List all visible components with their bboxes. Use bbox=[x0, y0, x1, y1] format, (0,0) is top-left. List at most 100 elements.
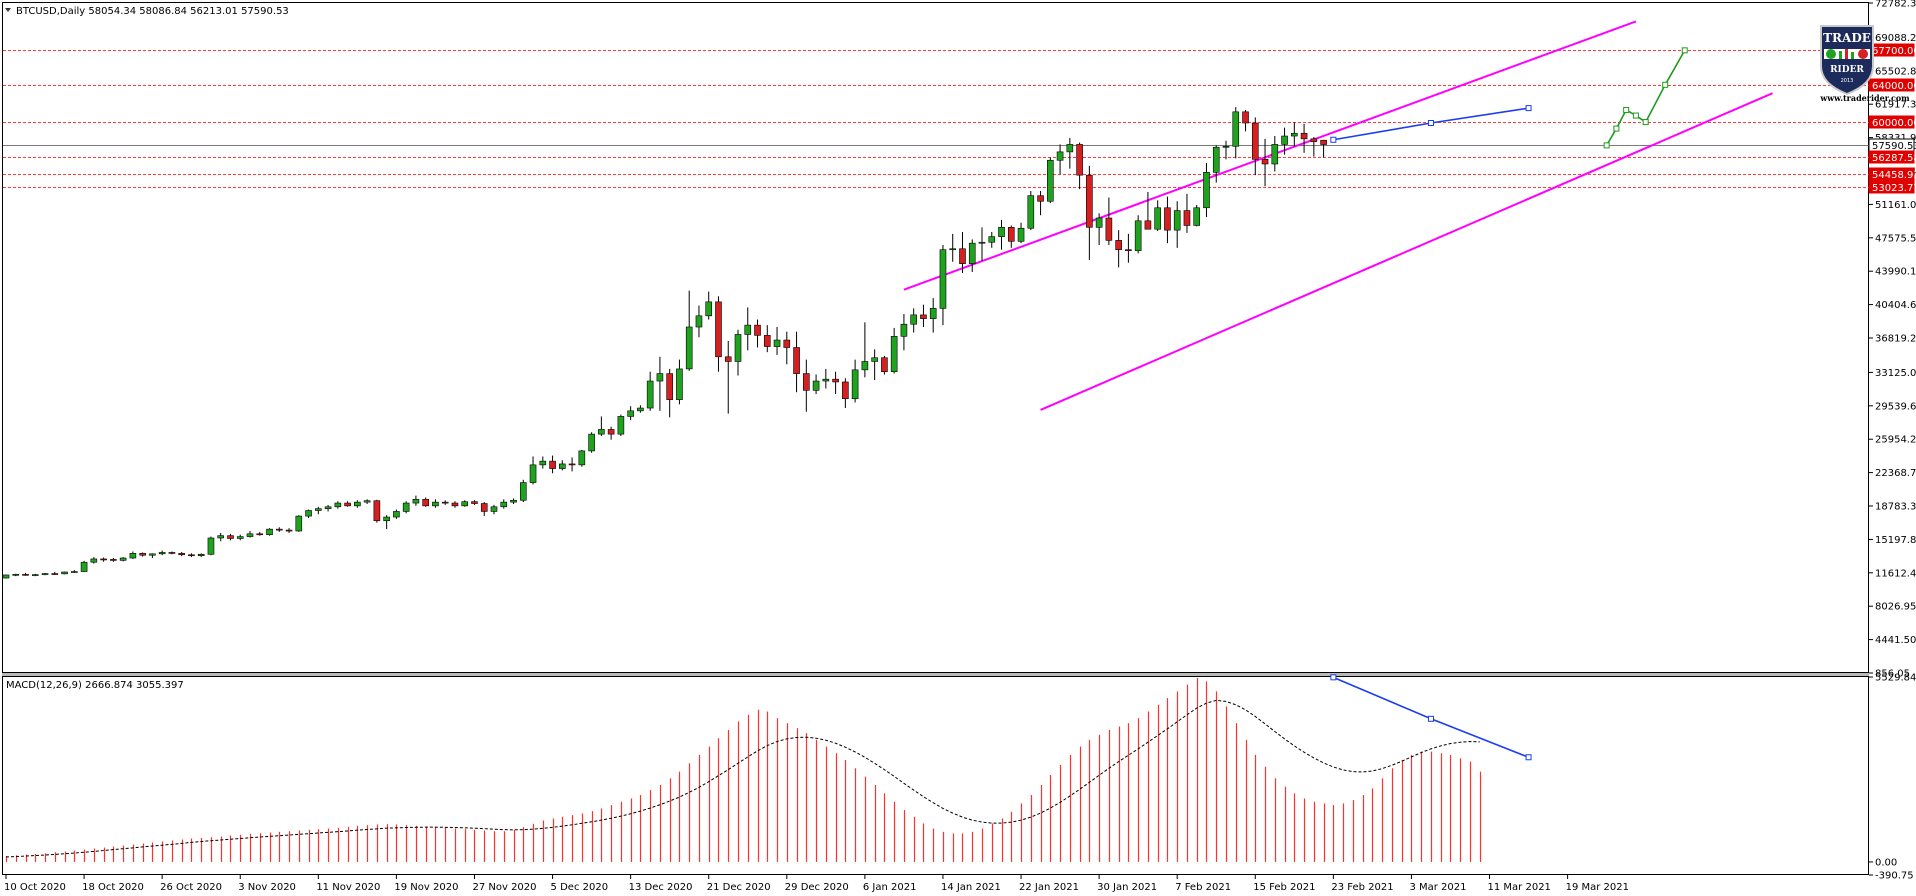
candle[interactable] bbox=[607, 426, 615, 440]
candle[interactable] bbox=[559, 460, 566, 471]
price-tag-resistance[interactable]: 60000.00 bbox=[1868, 115, 1916, 129]
candle[interactable] bbox=[1154, 200, 1161, 232]
candle[interactable] bbox=[197, 553, 205, 558]
candle[interactable] bbox=[315, 506, 322, 515]
macd-divergence-anchor[interactable] bbox=[1427, 715, 1434, 722]
candle[interactable] bbox=[1203, 163, 1210, 218]
candle[interactable] bbox=[1300, 123, 1308, 153]
candle[interactable] bbox=[71, 570, 78, 573]
macd-divergence-anchor[interactable] bbox=[1330, 674, 1337, 681]
candle[interactable] bbox=[968, 239, 976, 273]
candle[interactable] bbox=[1271, 136, 1279, 172]
candle[interactable] bbox=[256, 531, 264, 536]
candle[interactable] bbox=[383, 515, 390, 530]
candle[interactable] bbox=[1242, 109, 1249, 132]
candle[interactable] bbox=[12, 573, 20, 577]
candle[interactable] bbox=[871, 349, 878, 381]
candle[interactable] bbox=[881, 355, 888, 375]
candle[interactable] bbox=[1232, 107, 1240, 159]
candle[interactable] bbox=[1125, 233, 1132, 263]
candle[interactable] bbox=[978, 227, 986, 261]
candle[interactable] bbox=[529, 456, 537, 485]
candle[interactable] bbox=[80, 560, 88, 572]
candle[interactable] bbox=[890, 327, 898, 374]
projection-anchor[interactable] bbox=[1613, 125, 1620, 132]
logo-url[interactable]: www.traderider.com bbox=[1819, 93, 1910, 103]
candle[interactable] bbox=[110, 558, 117, 562]
candle[interactable] bbox=[451, 501, 459, 508]
candle[interactable] bbox=[1017, 222, 1025, 244]
candle[interactable] bbox=[549, 455, 556, 474]
candle[interactable] bbox=[929, 298, 937, 333]
candle[interactable] bbox=[207, 536, 215, 556]
candle[interactable] bbox=[920, 304, 927, 328]
candle[interactable] bbox=[217, 532, 225, 542]
candle[interactable] bbox=[1261, 138, 1269, 187]
channel-lower-line[interactable] bbox=[1040, 92, 1773, 411]
divergence-anchor[interactable] bbox=[1427, 120, 1434, 127]
candle[interactable] bbox=[158, 550, 166, 556]
projection-anchor[interactable] bbox=[1642, 119, 1649, 126]
price-tag-current[interactable]: 57590.53 bbox=[1868, 138, 1916, 152]
candle[interactable] bbox=[842, 378, 849, 409]
candle[interactable] bbox=[295, 515, 303, 532]
candle[interactable] bbox=[402, 501, 410, 514]
candle[interactable] bbox=[959, 231, 966, 273]
candle[interactable] bbox=[822, 368, 830, 389]
candle[interactable] bbox=[763, 325, 771, 353]
candle[interactable] bbox=[1056, 144, 1064, 175]
candle[interactable] bbox=[461, 500, 469, 507]
candle[interactable] bbox=[480, 502, 488, 517]
candle[interactable] bbox=[51, 571, 59, 575]
divergence-anchor[interactable] bbox=[1330, 136, 1337, 143]
candle[interactable] bbox=[939, 245, 947, 326]
macd-divergence-anchor[interactable] bbox=[1525, 754, 1532, 761]
candle[interactable] bbox=[129, 551, 137, 559]
candle[interactable] bbox=[227, 533, 234, 541]
candle[interactable] bbox=[715, 296, 722, 372]
candle[interactable] bbox=[1007, 225, 1015, 248]
price-tag-support[interactable]: 53023.77 bbox=[1868, 180, 1916, 194]
candle[interactable] bbox=[1183, 193, 1191, 233]
candle[interactable] bbox=[1291, 122, 1298, 147]
candle[interactable] bbox=[422, 497, 429, 507]
candle[interactable] bbox=[900, 313, 908, 351]
candle[interactable] bbox=[637, 405, 644, 413]
candle[interactable] bbox=[1193, 204, 1201, 227]
candle[interactable] bbox=[910, 308, 917, 333]
candle[interactable] bbox=[949, 233, 957, 262]
candle[interactable] bbox=[588, 432, 595, 453]
candle[interactable] bbox=[100, 557, 107, 562]
candle[interactable] bbox=[1212, 145, 1220, 183]
candle[interactable] bbox=[441, 500, 449, 505]
candle[interactable] bbox=[832, 371, 839, 395]
price-tag-support[interactable]: 54458.93 bbox=[1868, 167, 1916, 181]
candle[interactable] bbox=[598, 416, 605, 436]
candle[interactable] bbox=[812, 374, 820, 395]
candle[interactable] bbox=[1281, 127, 1288, 155]
candle[interactable] bbox=[861, 322, 869, 378]
candle[interactable] bbox=[22, 572, 29, 576]
candle[interactable] bbox=[41, 572, 49, 576]
candle[interactable] bbox=[773, 327, 781, 355]
candle[interactable] bbox=[149, 553, 156, 559]
candle[interactable] bbox=[519, 479, 527, 503]
candle[interactable] bbox=[373, 499, 381, 523]
candle[interactable] bbox=[578, 449, 586, 467]
candle[interactable] bbox=[1134, 215, 1142, 254]
candle[interactable] bbox=[1037, 191, 1044, 216]
candle[interactable] bbox=[344, 501, 351, 507]
candle[interactable] bbox=[275, 527, 283, 532]
projection-anchor[interactable] bbox=[1632, 112, 1639, 119]
candle[interactable] bbox=[783, 331, 791, 365]
candle[interactable] bbox=[734, 329, 742, 376]
candle[interactable] bbox=[851, 359, 859, 403]
candle[interactable] bbox=[266, 528, 273, 536]
candle[interactable] bbox=[236, 534, 244, 541]
projection-anchor[interactable] bbox=[1623, 106, 1630, 113]
candle[interactable] bbox=[988, 231, 996, 248]
candle[interactable] bbox=[354, 500, 361, 508]
candle[interactable] bbox=[61, 571, 68, 575]
candle[interactable] bbox=[334, 501, 342, 509]
